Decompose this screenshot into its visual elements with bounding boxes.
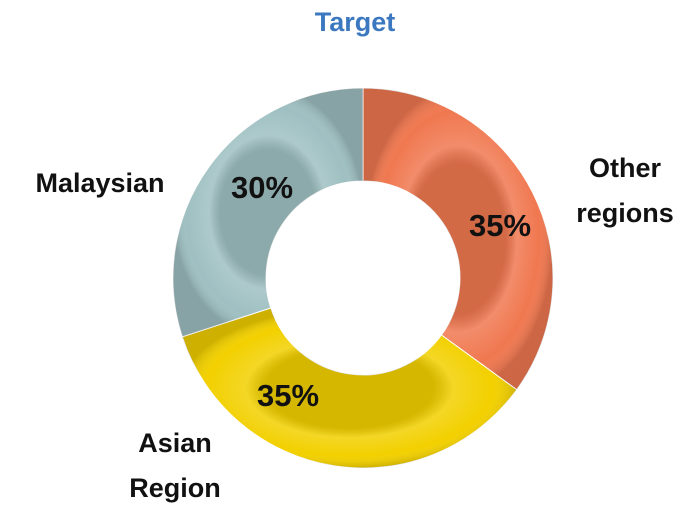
chart-title: Target (315, 7, 396, 37)
donut-slice (172, 87, 364, 338)
category-label: Other regions (576, 153, 674, 228)
value-label: 35% (257, 378, 319, 413)
value-label: 30% (231, 170, 293, 205)
value-label: 35% (469, 208, 531, 243)
category-label: Asian Region (129, 428, 221, 503)
category-label: Malaysian (35, 168, 164, 198)
